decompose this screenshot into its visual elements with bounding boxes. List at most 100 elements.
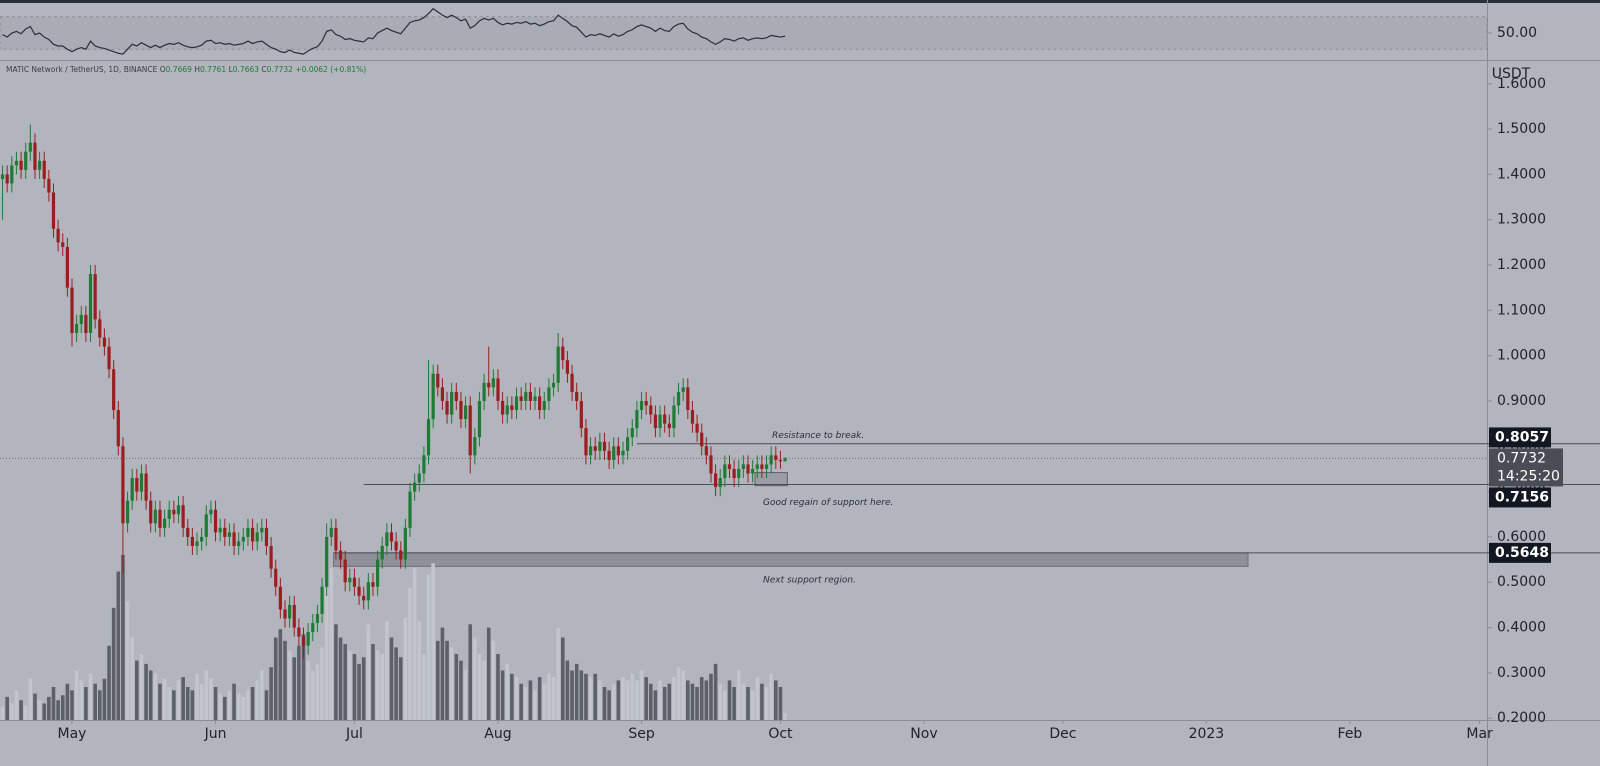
candle-body: [255, 532, 259, 542]
volume-bar: [519, 683, 523, 720]
candle-body: [778, 459, 783, 462]
volume-bar: [709, 673, 713, 720]
candle-body: [65, 246, 69, 288]
volume-bar: [602, 687, 607, 720]
candle-body: [510, 405, 514, 411]
candle-body: [626, 437, 630, 451]
candle-body: [385, 532, 389, 546]
legend-item: H: [194, 65, 200, 74]
volume-bar: [389, 637, 394, 720]
x-tick-label: Dec: [1049, 726, 1076, 742]
volume-bar: [556, 627, 560, 720]
volume-bar: [403, 617, 408, 720]
candle-body: [399, 550, 403, 560]
candle-body: [459, 400, 463, 420]
legend-item: 0.7732: [267, 65, 293, 74]
x-tick-label: 2023: [1189, 726, 1225, 742]
annotation: Good regain of support here.: [763, 498, 893, 508]
candle-body: [454, 391, 458, 401]
candle-body: [709, 455, 713, 474]
volume-bar: [287, 650, 292, 720]
candle-body: [366, 582, 370, 601]
volume-bar: [445, 640, 449, 720]
volume-bar: [394, 647, 398, 720]
volume-bar: [690, 683, 695, 720]
volume-bar: [514, 677, 519, 720]
candle-body: [408, 491, 412, 528]
y-tick-label: 0.2000: [1497, 710, 1546, 726]
volume-bar: [14, 690, 19, 720]
legend-item: +0.0062: [295, 65, 328, 74]
volume-bar: [398, 657, 403, 720]
x-tick-label: May: [58, 726, 87, 742]
candle-body: [306, 632, 310, 646]
volume-bar: [579, 670, 584, 720]
volume-bar: [334, 624, 338, 720]
volume-bar: [468, 624, 473, 720]
volume-bar: [74, 670, 79, 720]
candle-body: [107, 346, 111, 370]
candle-body: [667, 423, 671, 429]
top-border: [0, 0, 1600, 3]
candle-body: [37, 160, 42, 170]
volume-bar: [301, 634, 306, 720]
candle-body: [264, 527, 269, 546]
candle-body: [186, 527, 190, 537]
y-tick-label: 1.1000: [1497, 302, 1546, 318]
volume-bar: [551, 677, 556, 720]
volume-bar: [547, 673, 551, 720]
volume-bar: [755, 677, 760, 720]
volume-bar: [97, 690, 102, 720]
candle-body: [575, 391, 579, 401]
volume-bar: [713, 663, 718, 720]
candle-body: [783, 458, 787, 462]
volume-bar: [672, 677, 676, 720]
volume-bar: [116, 571, 121, 720]
volume-bar: [750, 690, 755, 720]
volume-bar: [176, 680, 181, 720]
annotation: Resistance to break.: [772, 431, 864, 441]
candle-body: [519, 396, 523, 401]
candle-body: [653, 414, 658, 429]
y-tick-label: 1.3000: [1497, 212, 1546, 228]
candle-body: [250, 527, 255, 542]
volume-bar: [385, 621, 389, 720]
volume-bar: [454, 654, 459, 720]
candle-body: [163, 518, 167, 528]
volume-bar: [60, 695, 65, 720]
candle-body: [524, 391, 528, 401]
candle-body: [98, 319, 102, 338]
volume-bar: [676, 667, 681, 720]
volume-bar: [28, 678, 33, 720]
candle-body: [612, 446, 616, 460]
y-tick-label: 1.6000: [1497, 76, 1546, 92]
candle-body: [288, 604, 292, 619]
legend-item: MATIC Network / TetherUS, 1D, BINANCE: [6, 65, 158, 74]
candle-body: [700, 432, 704, 447]
volume-bar: [699, 677, 704, 720]
volume-bar: [537, 677, 542, 720]
candle-body: [542, 400, 546, 411]
candle-body: [501, 400, 505, 415]
candle-body: [283, 609, 287, 619]
volume-bar: [459, 660, 463, 720]
volume-bar: [718, 683, 723, 720]
volume-bar: [607, 690, 611, 720]
candle-body: [380, 545, 384, 560]
candle-body: [167, 509, 171, 519]
volume-bar: [70, 690, 74, 720]
volume-bar: [667, 683, 672, 720]
candle-body: [218, 527, 222, 533]
volume-bar: [380, 654, 385, 720]
candle-body: [24, 151, 28, 170]
candle-body: [56, 228, 60, 243]
candle-body: [663, 414, 667, 424]
candle-body: [649, 405, 653, 415]
candle-body: [227, 532, 232, 537]
candle-body: [686, 387, 690, 411]
candle-body: [102, 337, 107, 347]
candle-body: [473, 437, 477, 456]
candle-body: [468, 405, 472, 456]
legend-item: (+0.81%): [330, 65, 366, 74]
